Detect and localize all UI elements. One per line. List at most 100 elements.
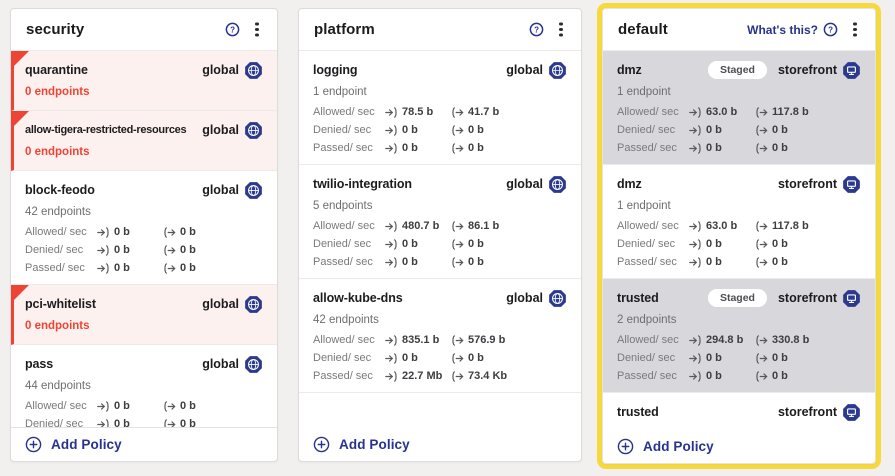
endpoints-count: 42 endpoints xyxy=(25,206,91,218)
outbound-arrow-icon xyxy=(452,370,464,382)
inbound-value: 0 b xyxy=(402,256,418,268)
endpoints-count: 1 endpoint xyxy=(617,200,671,212)
policy-name: trusted xyxy=(617,291,659,305)
inbound-value: 835.1 b xyxy=(402,334,440,346)
policy-card[interactable]: allow-tigera-restricted-resources Staged… xyxy=(11,111,277,171)
column-header: default What's this? ? xyxy=(603,9,875,51)
metric-label: Denied/ sec xyxy=(25,418,84,427)
inbound-arrow-icon xyxy=(385,370,397,382)
add-policy-button[interactable]: Add Policy xyxy=(25,436,122,453)
svg-text:?: ? xyxy=(230,26,235,35)
metric-label: Passed/ sec xyxy=(617,370,677,382)
column-menu-button[interactable] xyxy=(249,19,265,41)
metric-row: Denied/ sec 0 b 0 b xyxy=(313,121,567,139)
policy-scope-label: global xyxy=(202,297,239,311)
outbound-value: 0 b xyxy=(468,238,484,250)
outbound-value: 73.4 Kb xyxy=(468,370,508,382)
inbound-value: 0 b xyxy=(114,226,130,238)
plus-circle-icon xyxy=(617,438,634,454)
policy-scope-label: global xyxy=(506,63,543,77)
policy-scope-label: storefront xyxy=(777,405,837,419)
add-policy-label: Add Policy xyxy=(643,438,714,454)
outbound-arrow-icon xyxy=(452,256,464,268)
policy-card[interactable]: dmz Staged storefront 1 endpoint Allowed… xyxy=(603,165,875,279)
outbound-value: 86.1 b xyxy=(468,220,500,232)
metric-row: Denied/ sec 0 b 0 b xyxy=(617,235,861,253)
outbound-value: 0 b xyxy=(180,262,196,274)
policy-card[interactable]: dmz Staged storefront 1 endpoint Allowed… xyxy=(603,51,875,165)
endpoints-count: 0 endpoints xyxy=(25,146,90,158)
metric-row: Passed/ sec 0 b 0 b xyxy=(617,253,861,271)
whats-this-link[interactable]: ? xyxy=(220,22,240,37)
inbound-arrow-icon xyxy=(385,352,397,364)
metrics-table: Allowed/ sec 0 b 0 b Denied/ sec 0 b 0 xyxy=(25,397,263,427)
policy-card[interactable]: pci-whitelist Staged global 0 endpoints xyxy=(11,285,277,345)
metric-label: Allowed/ sec xyxy=(313,106,375,118)
inbound-value: 0 b xyxy=(114,244,130,256)
policy-card[interactable]: quarantine Staged global 0 endpoints xyxy=(11,51,277,111)
outbound-arrow-icon xyxy=(452,106,464,118)
policy-card[interactable]: twilio-integration Staged global 5 endpo… xyxy=(299,165,581,279)
storefront-icon xyxy=(842,61,861,80)
inbound-arrow-icon xyxy=(689,256,701,268)
outbound-value: 576.9 b xyxy=(468,334,506,346)
add-policy-label: Add Policy xyxy=(51,437,122,452)
whats-this-link[interactable]: What's this? ? xyxy=(747,22,838,37)
column-menu-button[interactable] xyxy=(553,19,569,41)
policy-name: dmz xyxy=(617,63,642,77)
metric-row: Passed/ sec 0 b 0 b xyxy=(313,139,567,157)
add-policy-label: Add Policy xyxy=(339,436,410,452)
inbound-value: 0 b xyxy=(706,238,722,250)
inbound-arrow-icon xyxy=(97,418,109,427)
inbound-arrow-icon xyxy=(689,370,701,382)
policy-card[interactable]: trusted Staged storefront 2 endpoints Al… xyxy=(603,279,875,393)
inbound-arrow-icon xyxy=(689,352,701,364)
endpoints-count: 42 endpoints xyxy=(313,314,379,326)
inbound-arrow-icon xyxy=(97,226,109,238)
policy-card[interactable]: trusted Staged storefront xyxy=(603,393,875,429)
inbound-value: 63.0 b xyxy=(706,106,738,118)
policy-name: dmz xyxy=(617,177,642,191)
endpoints-count: 1 endpoint xyxy=(617,86,671,98)
inbound-value: 63.0 b xyxy=(706,220,738,232)
policy-column-security: security ? quarantine S xyxy=(5,3,283,469)
policy-name: quarantine xyxy=(25,63,88,77)
inbound-value: 0 b xyxy=(114,262,130,274)
policy-card[interactable]: block-feodo Staged global 42 endpoints A… xyxy=(11,171,277,285)
outbound-value: 0 b xyxy=(468,352,484,364)
inbound-value: 0 b xyxy=(706,124,722,136)
policy-name: logging xyxy=(313,63,358,77)
whats-this-link[interactable]: ? xyxy=(524,22,544,37)
column-footer: Add Policy xyxy=(299,427,581,461)
inbound-value: 294.8 b xyxy=(706,334,744,346)
add-policy-button[interactable]: Add Policy xyxy=(617,438,714,455)
metric-label: Allowed/ sec xyxy=(617,334,679,346)
metric-label: Allowed/ sec xyxy=(617,220,679,232)
whats-this-label: What's this? xyxy=(747,22,818,37)
outbound-arrow-icon xyxy=(452,124,464,136)
staged-badge: Staged xyxy=(707,61,767,79)
policy-scope-label: storefront xyxy=(777,291,837,305)
policy-card[interactable]: logging Staged global 1 endpoint Allowed… xyxy=(299,51,581,165)
outbound-value: 0 b xyxy=(772,142,788,154)
svg-text:?: ? xyxy=(534,26,539,35)
policy-card[interactable]: pass Staged global 44 endpoints Allowed/… xyxy=(11,345,277,427)
add-policy-button[interactable]: Add Policy xyxy=(313,436,410,453)
policy-scope-label: storefront xyxy=(777,63,837,77)
inbound-value: 0 b xyxy=(402,142,418,154)
metric-row: Denied/ sec 0 b 0 b xyxy=(313,235,567,253)
inbound-value: 0 b xyxy=(706,256,722,268)
column-menu-button[interactable] xyxy=(847,19,863,41)
column-title: default xyxy=(618,21,668,38)
metric-label: Denied/ sec xyxy=(617,238,676,250)
policy-column-platform: platform ? logging Stag xyxy=(293,3,587,469)
policy-name: allow-tigera-restricted-resources xyxy=(25,124,187,136)
metrics-table: Allowed/ sec 63.0 b 117.8 b Denied/ sec … xyxy=(617,217,861,271)
outbound-value: 0 b xyxy=(772,124,788,136)
policy-scope-label: global xyxy=(202,183,239,197)
endpoints-count: 0 endpoints xyxy=(25,86,90,98)
outbound-arrow-icon xyxy=(756,106,768,118)
policy-card[interactable]: allow-kube-dns Staged global 42 endpoint… xyxy=(299,279,581,393)
circled-question-icon: ? xyxy=(529,22,544,37)
outbound-arrow-icon xyxy=(756,334,768,346)
